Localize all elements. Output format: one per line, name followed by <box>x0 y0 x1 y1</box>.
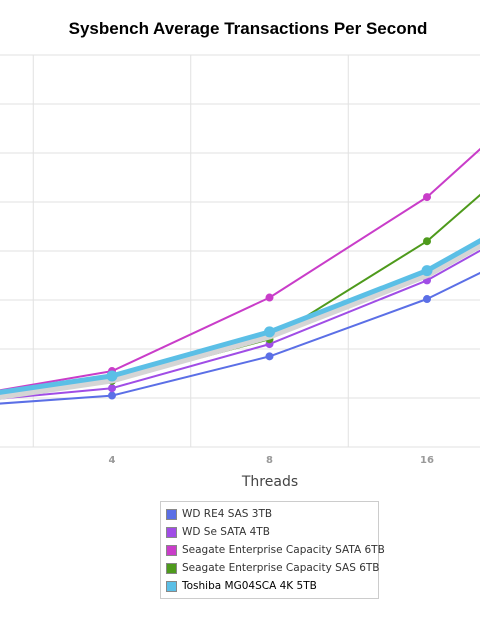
legend-label: WD Se SATA 4TB <box>182 526 270 538</box>
series-layer <box>0 147 480 405</box>
legend-item[interactable]: Seagate Enterprise Capacity SAS 6TB <box>161 559 380 577</box>
line-chart: 4 8 16 Threads <box>0 54 480 490</box>
legend-item[interactable]: WD RE4 SAS 3TB <box>161 505 378 523</box>
data-point <box>106 370 118 382</box>
series-line <box>0 271 480 405</box>
data-point <box>423 193 431 202</box>
data-point <box>423 237 431 246</box>
x-tick-labels: 4 8 16 <box>109 455 434 466</box>
series-wd-se-sata-4tb <box>0 249 480 400</box>
data-point <box>108 384 116 393</box>
data-point <box>423 295 431 304</box>
legend-item[interactable]: Seagate Enterprise Capacity SATA 6TB <box>161 541 385 559</box>
legend: WD RE4 SAS 3TB WD Se SATA 4TB Seagate Ente… <box>160 501 385 599</box>
data-point <box>265 352 274 361</box>
series-toshiba-mg04sca-4k-5tb <box>0 238 480 400</box>
series-shadow <box>0 238 480 400</box>
x-tick-label: 8 <box>266 455 273 466</box>
x-tick-label: 16 <box>420 455 434 466</box>
legend-swatch <box>166 580 177 592</box>
grid-lines <box>0 54 480 448</box>
data-point <box>108 391 116 400</box>
series-wd-re4-sas-3tb <box>0 271 480 405</box>
chart-title: Sysbench Average Transactions Per Second <box>68 19 428 38</box>
legend-swatch <box>166 562 177 574</box>
legend-swatch <box>166 508 177 520</box>
legend-item[interactable]: Toshiba MG04SCA 4K 5TB <box>161 577 378 595</box>
data-point <box>421 265 433 277</box>
legend-label: Seagate Enterprise Capacity SAS 6TB <box>182 562 380 574</box>
legend-label: Toshiba MG04SCA 4K 5TB <box>182 580 317 592</box>
legend-label: WD RE4 SAS 3TB <box>182 508 273 520</box>
series-line <box>0 238 480 395</box>
data-point <box>264 326 275 338</box>
series-line <box>0 249 480 400</box>
legend-label: Seagate Enterprise Capacity SATA 6TB <box>182 544 385 556</box>
x-tick-label: 4 <box>109 455 116 466</box>
legend-item[interactable]: WD Se SATA 4TB <box>161 523 378 541</box>
legend-swatch <box>166 526 177 538</box>
legend-swatch <box>166 544 177 556</box>
data-point <box>265 293 274 302</box>
x-axis-title: Threads <box>241 474 298 490</box>
